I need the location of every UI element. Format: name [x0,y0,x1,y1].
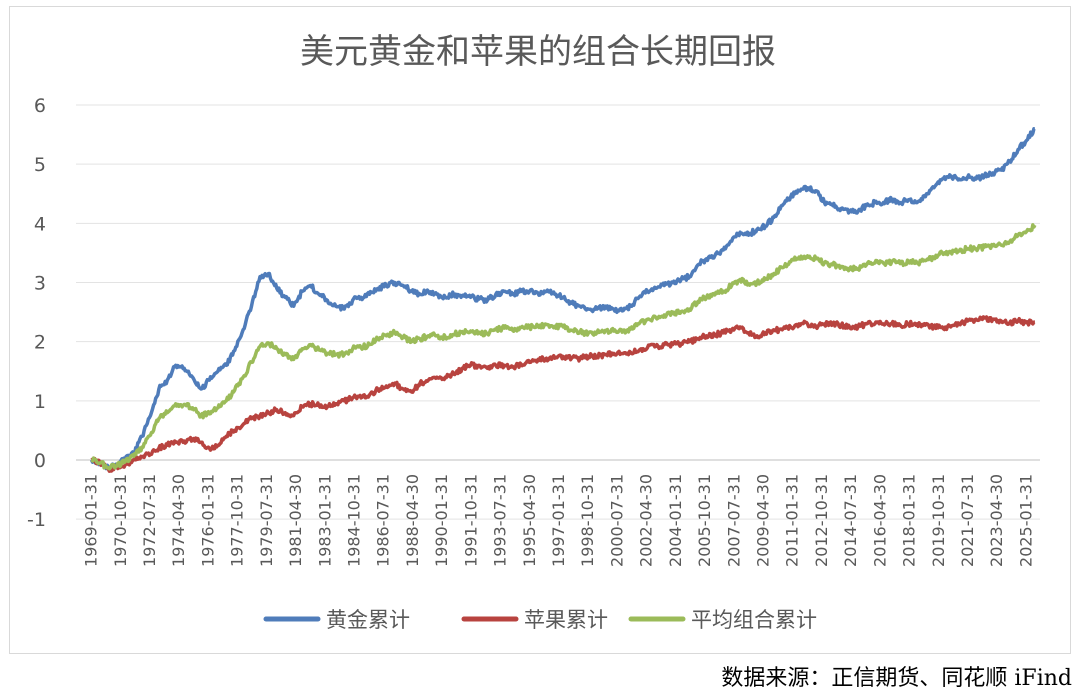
x-tick-label: 2025-01-31 [1016,474,1035,567]
x-tick-label: 2004-01-31 [666,474,685,567]
x-tick-label: 2021-07-31 [958,474,977,567]
x-tick-label: 1993-07-31 [491,474,510,567]
x-tick-label: 2016-04-30 [870,474,889,567]
y-tick-label: -1 [27,509,46,531]
chart-title: 美元黄金和苹果的组合长期回报 [300,32,776,72]
x-tick-label: 1970-10-31 [111,474,130,567]
x-tick-label: 2002-04-30 [637,474,656,567]
x-tick-label: 2014-07-31 [841,474,860,567]
x-tick-label: 1983-01-31 [315,474,334,567]
gridlines [76,104,1040,520]
source-note: 数据来源：正信期货、同花顺 iFind [721,666,1072,691]
x-tick-label: 2011-01-31 [783,474,802,567]
x-tick-label: 1972-07-31 [140,474,159,567]
x-tick-label: 1984-10-31 [345,474,364,567]
x-tick-label: 1974-04-30 [169,474,188,567]
series-line-1 [90,315,1036,473]
legend-label: 黄金累计 [326,608,410,632]
x-tick-label: 2007-07-31 [724,474,743,567]
x-tick-label: 1990-01-31 [432,474,451,567]
x-tick-label: 2012-10-31 [812,474,831,567]
y-tick-label: 1 [34,391,46,413]
y-axis: -1 0 1 2 3 4 5 6 [27,95,46,531]
x-tick-label: 1998-10-31 [578,474,597,567]
y-tick-label: 6 [34,95,46,117]
y-tick-label: 3 [34,273,46,295]
y-tick-label: 5 [34,154,46,176]
x-axis: 1969-01-31 1970-10-31 1972-07-31 1974-04-30… [82,474,1036,567]
line-chart: 美元黄金和苹果的组合长期回报 -1 0 1 2 3 4 5 6 1969-01-31 1970-… [27,32,1040,632]
series-lines [89,126,1037,473]
series-line-0 [89,126,1036,471]
x-tick-label: 1988-04-30 [403,474,422,567]
y-tick-label: 0 [34,450,46,472]
chart-frame: 美元黄金和苹果的组合长期回报 -1 0 1 2 3 4 5 6 1969-01-31 1970-… [9,6,1071,654]
x-tick-label: 2000-07-31 [607,474,626,567]
legend-label: 平均组合累计 [691,608,817,632]
x-tick-label: 1995-04-30 [520,474,539,567]
x-tick-label: 2023-04-30 [987,474,1006,567]
x-tick-label: 1981-04-30 [286,474,305,567]
x-tick-label: 2009-04-30 [753,474,772,567]
x-tick-label: 1977-10-31 [228,474,247,567]
x-tick-label: 1997-01-31 [549,474,568,567]
legend: 黄金累计 苹果累计 平均组合累计 [263,608,817,632]
x-tick-label: 2018-01-31 [900,474,919,567]
y-tick-label: 4 [34,213,46,235]
x-tick-label: 1969-01-31 [82,474,101,567]
series-line-2 [90,223,1037,471]
legend-label: 苹果累计 [524,608,608,632]
x-tick-label: 2005-10-31 [695,474,714,567]
x-tick-label: 1976-01-31 [198,474,217,567]
x-tick-label: 1986-07-31 [374,474,393,567]
y-tick-label: 2 [34,332,46,354]
x-tick-label: 1979-07-31 [257,474,276,567]
x-tick-label: 1991-10-31 [461,474,480,567]
x-tick-label: 2019-10-31 [929,474,948,567]
